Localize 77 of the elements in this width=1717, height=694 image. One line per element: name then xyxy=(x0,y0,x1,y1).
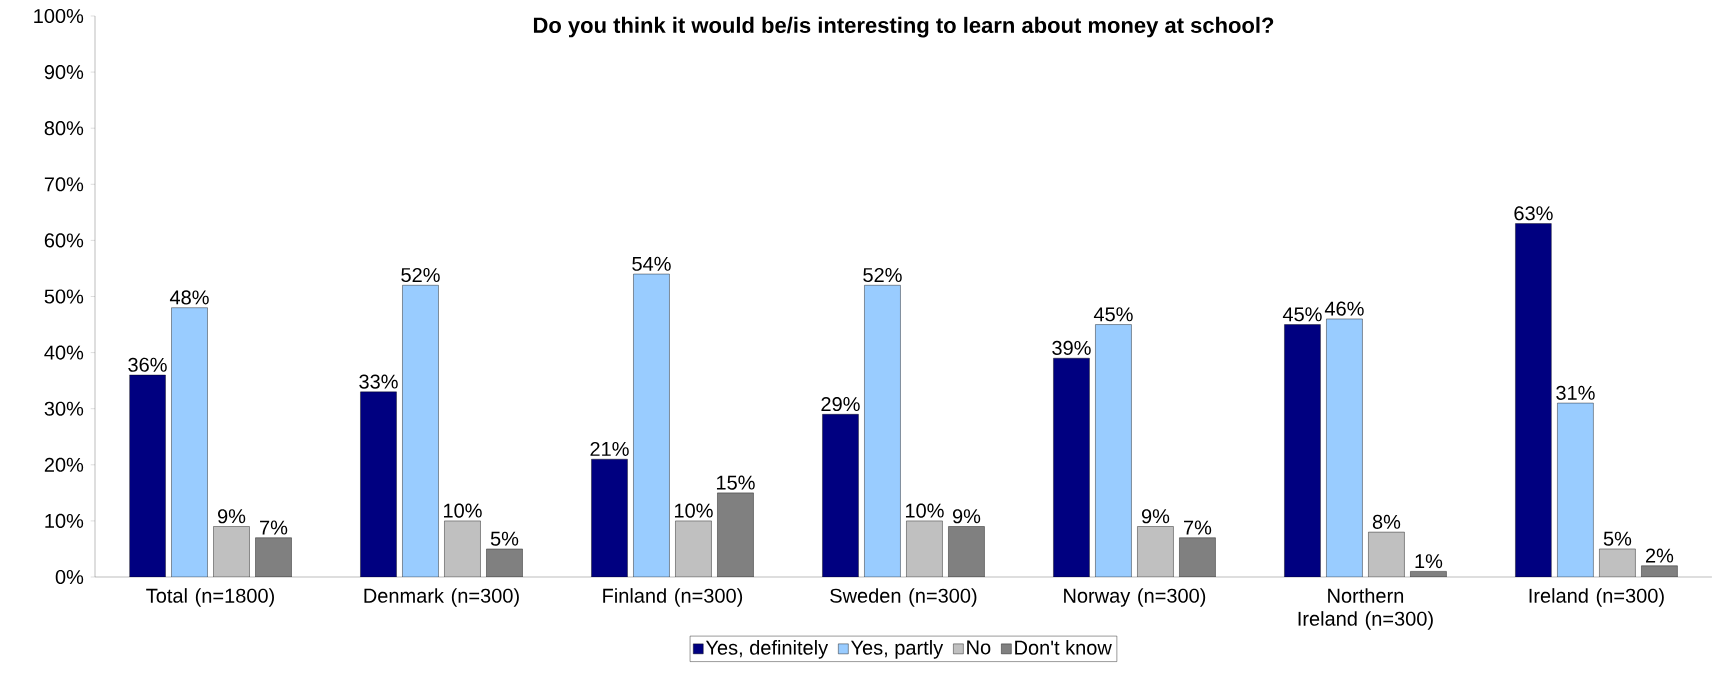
y-tick-label: 40% xyxy=(44,345,84,360)
data-label: 45% xyxy=(1093,307,1133,322)
data-label: 29% xyxy=(821,396,860,412)
bar xyxy=(255,537,292,577)
x-tick-label: Ireland (n=300) xyxy=(1529,588,1664,607)
y-tick-label: 30% xyxy=(44,401,84,416)
bar xyxy=(360,391,397,577)
data-label: 5% xyxy=(490,531,519,546)
x-tick-label: Finland (n=300) xyxy=(603,588,743,607)
data-label: 46% xyxy=(1324,301,1364,316)
chart-title: Do you think it would be/is interesting to learn about money at school? xyxy=(533,16,1274,38)
y-tick-label: 60% xyxy=(44,233,84,248)
bar xyxy=(633,273,670,577)
x-tick-label: Denmark (n=300) xyxy=(364,588,519,607)
bar xyxy=(1515,223,1552,577)
data-label: 39% xyxy=(1052,340,1091,355)
y-tick-label: 90% xyxy=(44,65,84,80)
data-label: 9% xyxy=(1141,509,1170,524)
legend-label: Yes, partly xyxy=(850,640,944,659)
legend-label: No xyxy=(967,640,991,655)
y-tick-label: 0% xyxy=(55,569,84,585)
bar xyxy=(906,520,943,577)
bar xyxy=(1599,548,1636,577)
data-label: 15% xyxy=(716,475,755,490)
legend-label: Don't know xyxy=(1015,640,1112,655)
data-label: 5% xyxy=(1603,531,1632,546)
data-label: 9% xyxy=(217,509,246,524)
y-tick-label: 50% xyxy=(44,289,84,304)
bar xyxy=(171,307,208,577)
data-label: 36% xyxy=(128,357,167,372)
data-label: 33% xyxy=(359,374,398,389)
y-tick-label: 20% xyxy=(44,457,84,472)
bar xyxy=(948,526,985,577)
bar xyxy=(213,526,250,577)
data-label: 10% xyxy=(674,503,713,518)
data-label: 54% xyxy=(632,256,671,271)
bar xyxy=(1179,537,1216,577)
data-label: 52% xyxy=(401,267,440,283)
data-label: 45% xyxy=(1282,307,1322,322)
y-tick-label: 70% xyxy=(44,177,84,192)
y-tick-label: 100% xyxy=(34,8,84,24)
data-label: 2% xyxy=(1645,548,1674,563)
bar xyxy=(402,285,439,577)
data-label: 10% xyxy=(905,503,944,518)
bar xyxy=(591,458,628,577)
data-label: 52% xyxy=(863,267,902,283)
data-label: 31% xyxy=(1556,385,1595,400)
data-label: 48% xyxy=(169,290,209,305)
bar xyxy=(1284,324,1321,577)
bar xyxy=(1326,318,1363,577)
bar xyxy=(486,548,523,577)
data-label: 63% xyxy=(1514,206,1553,221)
data-label: 7% xyxy=(1184,520,1212,535)
bar xyxy=(864,285,901,577)
bar xyxy=(1095,324,1132,577)
y-tick-label: 80% xyxy=(44,121,84,136)
bar xyxy=(1368,531,1405,577)
x-tick-label: Northern Ireland (n=300) xyxy=(1298,588,1433,630)
bar xyxy=(1557,402,1594,577)
y-tick-label: 10% xyxy=(45,513,84,528)
bar xyxy=(822,414,859,577)
bar xyxy=(717,492,754,577)
bar xyxy=(1137,526,1174,577)
bar xyxy=(129,374,166,577)
data-label: 9% xyxy=(952,509,981,524)
x-tick-label: Sweden (n=300) xyxy=(830,588,977,607)
x-tick-label: Total (n=1800) xyxy=(146,588,274,607)
bar xyxy=(444,520,481,577)
data-label: 10% xyxy=(443,503,482,518)
bar xyxy=(1053,358,1090,577)
bar xyxy=(675,520,712,577)
legend-label: Yes, definitely xyxy=(705,640,829,659)
data-label: 1% xyxy=(1415,554,1443,569)
data-label: 21% xyxy=(590,441,629,456)
data-label: 7% xyxy=(260,520,288,535)
data-label: 8% xyxy=(1372,514,1401,529)
x-tick-label: Norway (n=300) xyxy=(1064,588,1206,607)
